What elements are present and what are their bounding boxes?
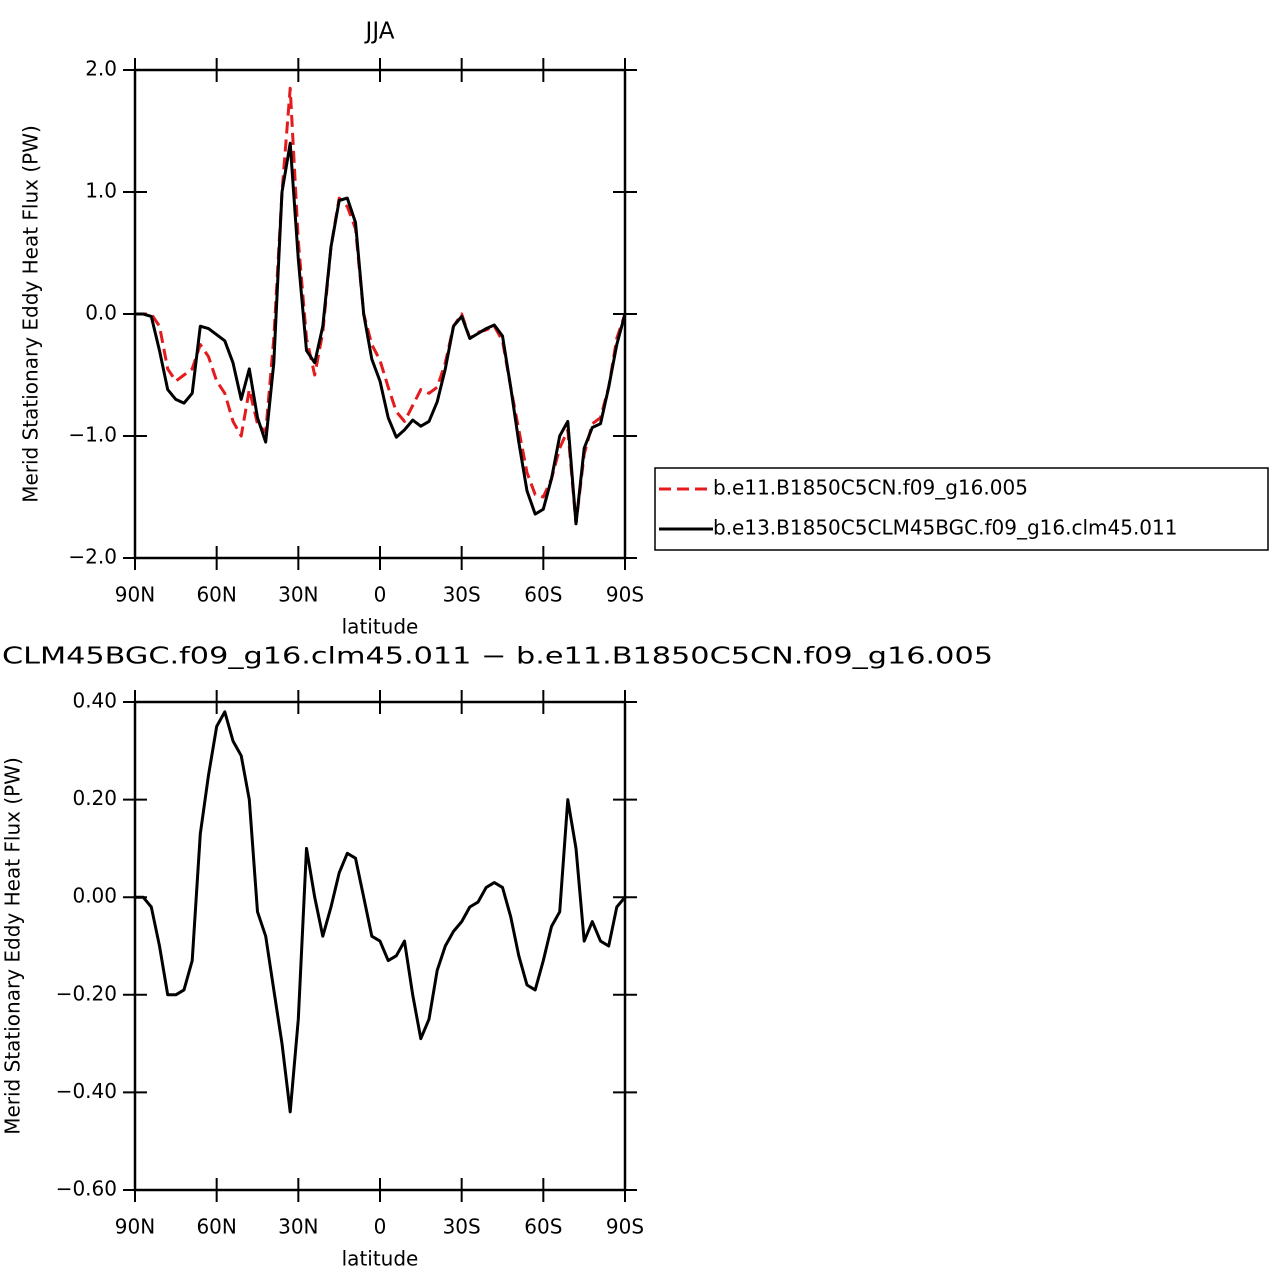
y-tick-label: 0.00 [72,884,117,908]
legend-label: b.e11.B1850C5CN.f09_g16.005 [713,476,1028,500]
x-tick-label: 90S [606,583,644,607]
y-tick-label: 0.20 [72,786,117,810]
chart-title: JJA [364,19,395,45]
y-axis-label: Merid Stationary Eddy Heat Flux (PW) [1,757,25,1135]
series-line [135,141,627,526]
x-axis-label: latitude [342,1247,419,1271]
y-tick-label: 2.0 [85,57,117,81]
y-tick-label: 1.0 [85,179,117,203]
x-tick-label: 60S [524,1215,562,1239]
plot-frame [133,700,627,1192]
x-tick-label: 60N [196,583,236,607]
y-tick-label: −0.20 [56,981,117,1005]
series-line [135,86,627,526]
y-tick-label: −0.60 [56,1177,117,1201]
x-tick-label: 30S [443,1215,481,1239]
plot-frame [133,68,627,560]
y-tick-label: −2.0 [68,545,117,569]
x-tick-label: 60N [196,1215,236,1239]
x-axis-label: latitude [342,615,419,639]
legend-label: b.e13.B1850C5CLM45BGC.f09_g16.clm45.011 [713,516,1177,540]
x-tick-label: 60S [524,583,562,607]
y-tick-label: −0.40 [56,1079,117,1103]
series-line [135,710,627,1114]
y-tick-label: 0.0 [85,301,117,325]
x-tick-label: 30N [278,1215,318,1239]
legend-box [654,467,1269,551]
x-tick-label: 0 [374,583,387,607]
y-tick-label: −1.0 [68,423,117,447]
chart-title: b.e13.B1850C5CLM45BGC.f09_g16.clm45.011 … [0,644,993,670]
x-tick-label: 30S [443,583,481,607]
y-tick-label: 0.40 [72,689,117,713]
y-axis-label: Merid Stationary Eddy Heat Flux (PW) [19,125,43,503]
x-tick-label: 90N [115,1215,155,1239]
x-tick-label: 30N [278,583,318,607]
x-tick-label: 0 [374,1215,387,1239]
x-tick-label: 90S [606,1215,644,1239]
x-tick-label: 90N [115,583,155,607]
